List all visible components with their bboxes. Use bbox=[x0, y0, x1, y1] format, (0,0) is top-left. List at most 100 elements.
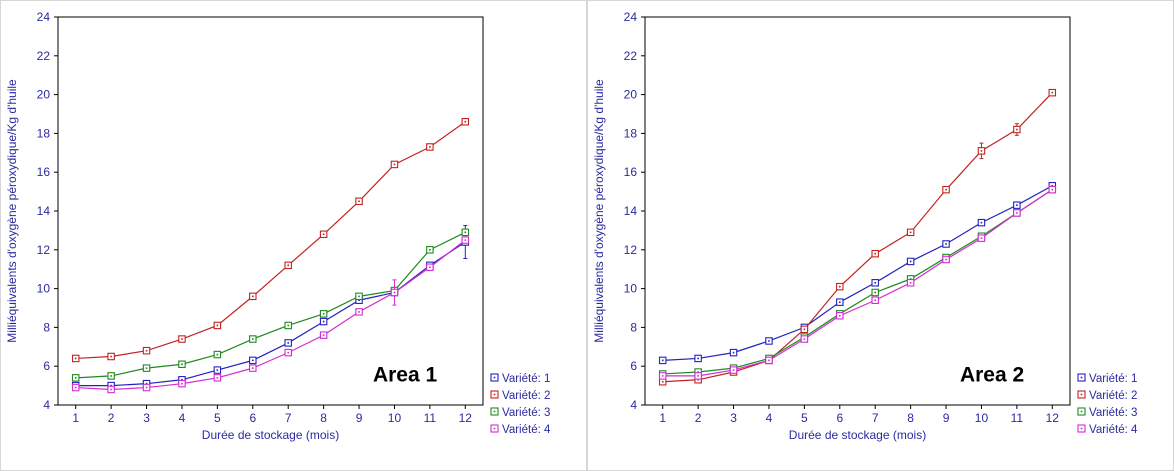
data-point-center-dot bbox=[838, 285, 841, 288]
data-point-center-dot bbox=[661, 380, 664, 383]
chart-panel-area-1: 4 6 8 10 12 14 16 18 20 22 24 1 2 3 4 5 6 7 8 9 10 11 12 Durée … bbox=[0, 0, 587, 471]
legend-marker-dot bbox=[1080, 410, 1083, 413]
data-point-center-dot bbox=[909, 278, 912, 280]
data-point-center-dot bbox=[322, 313, 325, 315]
data-point-center-dot bbox=[768, 359, 770, 362]
data-point-center-dot bbox=[838, 314, 841, 317]
data-point-center-dot bbox=[732, 369, 735, 371]
y-tick-label: 20 bbox=[37, 88, 51, 102]
y-tick-label: 8 bbox=[43, 320, 50, 334]
data-point-center-dot bbox=[1016, 128, 1018, 131]
data-point-center-dot bbox=[909, 231, 912, 234]
data-point-center-dot bbox=[874, 252, 877, 255]
legend-label: Variété: 1 bbox=[502, 373, 550, 385]
legend-label: Variété: 2 bbox=[1089, 390, 1137, 402]
data-point-center-dot bbox=[110, 375, 112, 377]
y-tick-label: 4 bbox=[43, 398, 50, 412]
y-tick-label: 20 bbox=[624, 88, 638, 102]
data-point-center-dot bbox=[661, 359, 664, 362]
data-point-center-dot bbox=[322, 320, 325, 323]
y-axis-title: Milliéquivalents d'oxygène péroxydique/K… bbox=[5, 79, 19, 343]
x-tick-label: 4 bbox=[766, 411, 773, 425]
x-tick-label: 7 bbox=[285, 411, 292, 425]
y-tick-label: 22 bbox=[624, 49, 638, 63]
data-point-center-dot bbox=[287, 264, 290, 267]
data-point-center-dot bbox=[732, 351, 735, 354]
data-point-center-dot bbox=[145, 382, 148, 385]
series-line bbox=[75, 231, 466, 379]
data-point-center-dot bbox=[429, 146, 431, 148]
x-tick-label: 5 bbox=[801, 411, 808, 425]
legend-label: Variété: 4 bbox=[502, 424, 551, 436]
data-point-center-dot bbox=[1016, 212, 1018, 214]
y-tick-label: 24 bbox=[624, 10, 638, 24]
data-point-center-dot bbox=[909, 260, 912, 263]
x-tick-label: 7 bbox=[872, 411, 879, 425]
data-point-center-dot bbox=[251, 295, 254, 298]
data-point-center-dot bbox=[464, 231, 467, 234]
data-point-center-dot bbox=[216, 353, 219, 356]
data-point-center-dot bbox=[697, 375, 699, 377]
series-line bbox=[662, 189, 1053, 377]
data-point-center-dot bbox=[287, 351, 290, 354]
data-point-center-dot bbox=[216, 369, 219, 371]
y-tick-label: 16 bbox=[624, 165, 638, 179]
data-point-center-dot bbox=[216, 324, 219, 327]
legend-marker-dot bbox=[1080, 376, 1083, 379]
chart-panel-area-2: 4 6 8 10 12 14 16 18 20 22 24 1 2 3 4 5 6 7 8 9 10 11 12 Durée … bbox=[587, 0, 1174, 471]
x-tick-label: 12 bbox=[459, 411, 473, 425]
data-point-center-dot bbox=[1051, 91, 1054, 94]
legend-marker-dot bbox=[493, 376, 496, 379]
data-point-center-dot bbox=[251, 359, 254, 362]
x-tick-label: 6 bbox=[249, 411, 256, 425]
data-point-center-dot bbox=[768, 340, 770, 342]
x-tick-label: 3 bbox=[143, 411, 150, 425]
series-line bbox=[662, 185, 1053, 361]
data-point-center-dot bbox=[322, 334, 325, 336]
data-point-center-dot bbox=[145, 386, 148, 389]
data-point-center-dot bbox=[429, 266, 431, 269]
data-point-center-dot bbox=[429, 249, 431, 251]
x-tick-label: 3 bbox=[730, 411, 737, 425]
x-tick-label: 9 bbox=[943, 411, 950, 425]
series-line bbox=[75, 121, 466, 360]
legend-marker-dot bbox=[1080, 393, 1083, 396]
x-tick-label: 9 bbox=[356, 411, 363, 425]
data-point-center-dot bbox=[838, 301, 841, 303]
legend-marker-dot bbox=[493, 393, 496, 396]
x-tick-label: 12 bbox=[1046, 411, 1060, 425]
y-tick-label: 6 bbox=[43, 359, 50, 373]
data-point-center-dot bbox=[980, 237, 983, 239]
data-point-center-dot bbox=[393, 291, 396, 294]
data-point-center-dot bbox=[464, 120, 467, 123]
x-tick-label: 2 bbox=[108, 411, 115, 425]
data-point-center-dot bbox=[874, 299, 877, 302]
data-point-center-dot bbox=[181, 338, 183, 340]
area-label: Area 1 bbox=[373, 364, 438, 387]
y-tick-label: 14 bbox=[624, 204, 638, 218]
y-tick-label: 22 bbox=[37, 49, 51, 63]
x-axis-title: Durée de stockage (mois) bbox=[789, 428, 926, 442]
data-point-center-dot bbox=[393, 163, 396, 166]
y-tick-label: 18 bbox=[37, 126, 51, 140]
legend-marker-dot bbox=[1080, 427, 1083, 430]
y-tick-label: 4 bbox=[630, 398, 637, 412]
legend-marker-dot bbox=[493, 410, 496, 413]
data-point-center-dot bbox=[980, 221, 983, 224]
legend-marker-dot bbox=[493, 427, 496, 430]
data-point-center-dot bbox=[110, 355, 112, 358]
legend-label: Variété: 1 bbox=[1089, 373, 1137, 385]
data-point-center-dot bbox=[803, 338, 806, 340]
data-point-center-dot bbox=[287, 324, 290, 327]
data-point-center-dot bbox=[874, 291, 877, 294]
data-point-center-dot bbox=[464, 239, 467, 241]
x-tick-label: 2 bbox=[695, 411, 702, 425]
x-axis-title: Durée de stockage (mois) bbox=[202, 428, 339, 442]
data-point-center-dot bbox=[181, 363, 183, 366]
data-point-center-dot bbox=[697, 378, 699, 381]
data-point-center-dot bbox=[874, 281, 877, 284]
data-point-center-dot bbox=[216, 377, 219, 379]
data-point-center-dot bbox=[145, 349, 148, 352]
